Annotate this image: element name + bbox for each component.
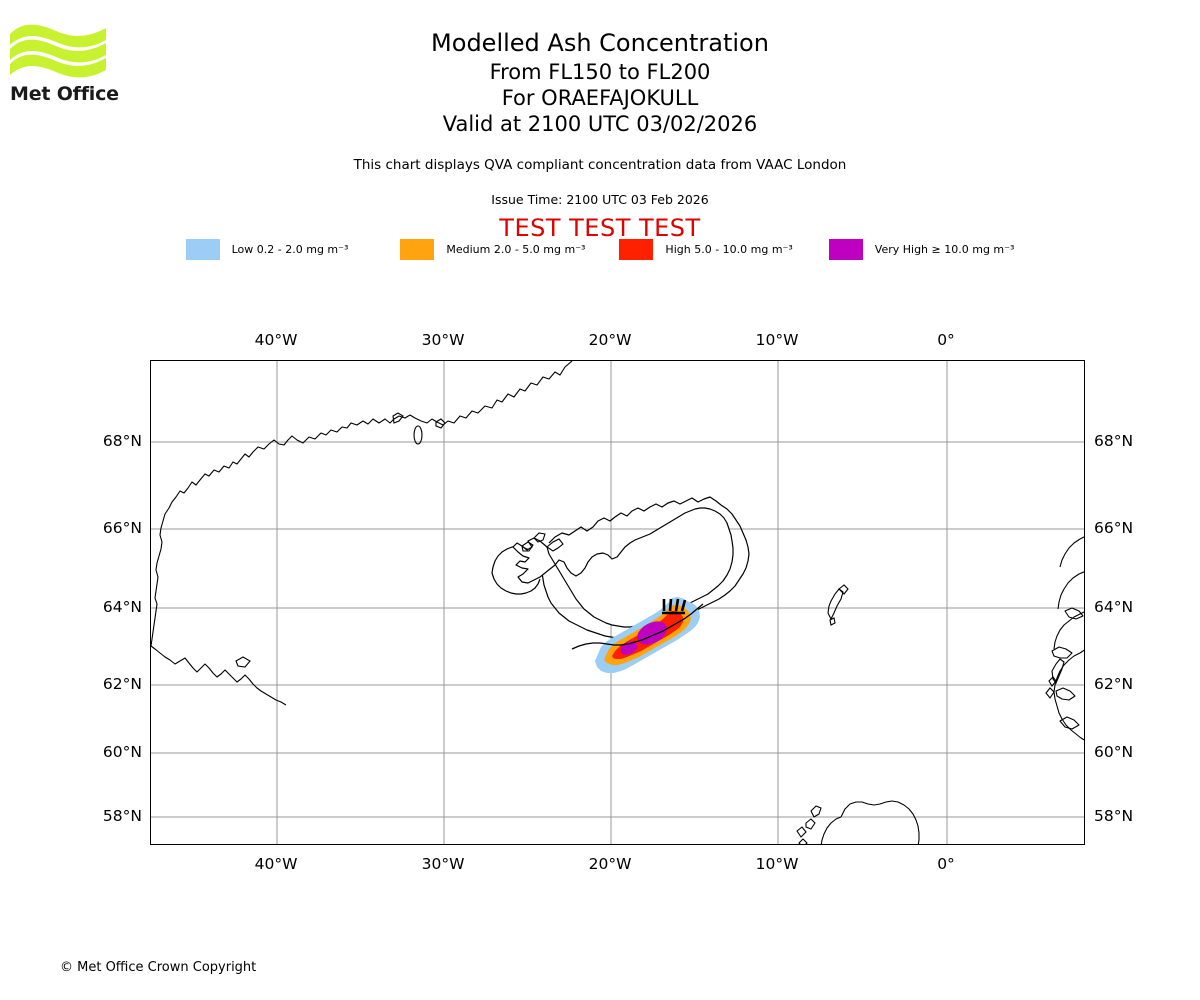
ash-plume-contours: [595, 597, 700, 673]
greenland-east-coast-path: [151, 361, 573, 647]
iceland-westfjords: [521, 532, 564, 552]
lon-tick-bottom-20w: 20°W: [588, 855, 632, 873]
legend-very-high: Very High ≥ 10.0 mg m⁻³: [828, 239, 1015, 260]
legend-very-high-label: Very High ≥ 10.0 mg m⁻³: [874, 243, 1015, 256]
lat-tick-right-66n: 66°N: [1094, 519, 1134, 537]
graticule-lines: [151, 361, 1084, 844]
lat-tick-right-60n: 60°N: [1094, 743, 1134, 761]
ash-concentration-map[interactable]: [150, 360, 1085, 845]
scotland-coastline: [796, 800, 920, 844]
valid-at-subtitle: Valid at 2100 UTC 03/02/2026: [442, 112, 758, 136]
legend-high: High 5.0 - 10.0 mg m⁻³: [619, 239, 793, 260]
lon-tick-top-40w: 40°W: [254, 331, 298, 349]
greenland-south-coast-path: [151, 645, 287, 706]
lat-tick-right-58n: 58°N: [1094, 807, 1134, 825]
legend-medium-label: Medium 2.0 - 5.0 mg m⁻³: [446, 243, 586, 256]
norway-coastline: [1051, 536, 1084, 741]
legend-very-high-swatch: [828, 239, 863, 260]
title-block: Modelled Ash Concentration From FL150 to…: [0, 28, 1200, 137]
flight-level-subtitle: From FL150 to FL200: [489, 60, 711, 84]
faroe-islands: [827, 584, 849, 626]
chart-note: This chart displays QVA compliant concen…: [353, 157, 847, 173]
lon-tick-bottom-10w: 10°W: [755, 855, 799, 873]
lat-tick-left-58n: 58°N: [102, 807, 142, 825]
copyright-notice: © Met Office Crown Copyright: [60, 960, 257, 975]
legend-medium-swatch: [400, 239, 435, 260]
norway-coast-main: [1053, 649, 1084, 741]
lat-tick-left-64n: 64°N: [102, 598, 142, 616]
met-office-logo: Met Office: [10, 22, 120, 112]
test-banner: TEST TEST TEST: [499, 214, 701, 242]
lon-tick-top-0: 0°: [937, 331, 955, 349]
legend-medium: Medium 2.0 - 5.0 mg m⁻³: [400, 239, 585, 260]
volcano-subtitle: For ORAEFAJOKULL: [501, 86, 699, 110]
issue-time: Issue Time: 2100 UTC 03 Feb 2026: [491, 192, 709, 207]
met-office-brand-label: Met Office: [10, 83, 119, 105]
volcano-marker-icon: [662, 598, 687, 615]
lon-tick-top-20w: 20°W: [588, 331, 632, 349]
lon-tick-top-30w: 30°W: [421, 331, 465, 349]
met-office-waves-icon: [10, 24, 106, 78]
lat-tick-right-62n: 62°N: [1094, 675, 1134, 693]
norway-coast-top: [1059, 536, 1084, 568]
lat-tick-right-68n: 68°N: [1094, 432, 1134, 450]
lat-tick-left-62n: 62°N: [102, 675, 142, 693]
legend-low-swatch: [185, 239, 220, 260]
lon-tick-bottom-0: 0°: [937, 855, 955, 873]
lat-tick-left-66n: 66°N: [102, 519, 142, 537]
lat-tick-right-64n: 64°N: [1094, 598, 1134, 616]
greenland-coastline: [151, 361, 573, 706]
scotland-north-coast: [840, 800, 920, 844]
map-canvas: [151, 361, 1084, 844]
map-frame: [150, 360, 1085, 845]
lat-tick-left-68n: 68°N: [102, 432, 142, 450]
greenland-islands: [235, 412, 446, 668]
lat-tick-left-60n: 60°N: [102, 743, 142, 761]
legend-high-swatch: [619, 239, 654, 260]
shetland-orkney-islands: [1045, 658, 1065, 699]
page-title: Modelled Ash Concentration: [431, 29, 769, 57]
norway-coast-far-north: [1057, 571, 1084, 610]
scotland-west-coast: [820, 816, 842, 844]
lon-tick-bottom-30w: 30°W: [421, 855, 465, 873]
concentration-legend: Low 0.2 - 2.0 mg m⁻³ Medium 2.0 - 5.0 mg…: [0, 239, 1200, 260]
legend-low: Low 0.2 - 2.0 mg m⁻³: [185, 239, 349, 260]
legend-high-label: High 5.0 - 10.0 mg m⁻³: [665, 243, 793, 256]
lon-tick-top-10w: 10°W: [755, 331, 799, 349]
iceland-south-coast-overlay: [571, 603, 704, 650]
legend-low-label: Low 0.2 - 2.0 mg m⁻³: [231, 243, 349, 256]
lon-tick-bottom-40w: 40°W: [254, 855, 298, 873]
norway-coast-north: [1053, 611, 1084, 650]
